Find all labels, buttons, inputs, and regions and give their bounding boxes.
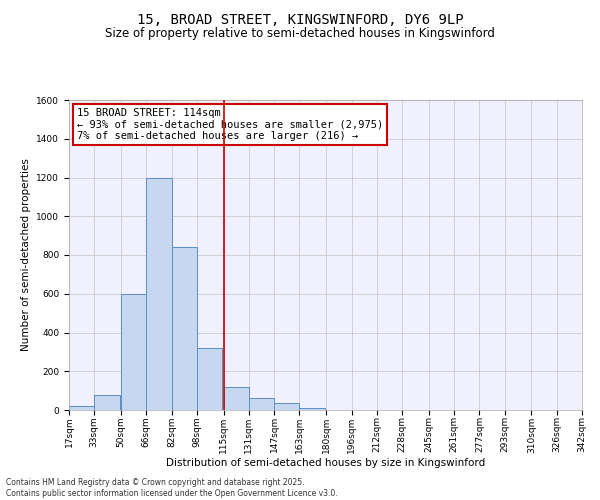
Bar (172, 247, 197, 410)
Text: 15 BROAD STREET: 114sqm
← 93% of semi-detached houses are smaller (2,975)
7% of : 15 BROAD STREET: 114sqm ← 93% of semi-de… (77, 108, 383, 141)
Y-axis label: Number of semi-detached properties: Number of semi-detached properties (21, 158, 31, 352)
Bar (121, 294, 146, 410)
Bar (274, 403, 299, 410)
Bar (299, 408, 325, 410)
Bar (69, 406, 94, 410)
Bar (249, 398, 274, 410)
Bar (146, 178, 172, 410)
Text: 15, BROAD STREET, KINGSWINFORD, DY6 9LP: 15, BROAD STREET, KINGSWINFORD, DY6 9LP (137, 12, 463, 26)
X-axis label: Distribution of semi-detached houses by size in Kingswinford: Distribution of semi-detached houses by … (166, 458, 485, 468)
Bar (197, 348, 222, 410)
Text: Contains HM Land Registry data © Crown copyright and database right 2025.
Contai: Contains HM Land Registry data © Crown c… (6, 478, 338, 498)
Text: Size of property relative to semi-detached houses in Kingswinford: Size of property relative to semi-detach… (105, 28, 495, 40)
Bar (224, 387, 249, 410)
Bar (94, 394, 119, 410)
